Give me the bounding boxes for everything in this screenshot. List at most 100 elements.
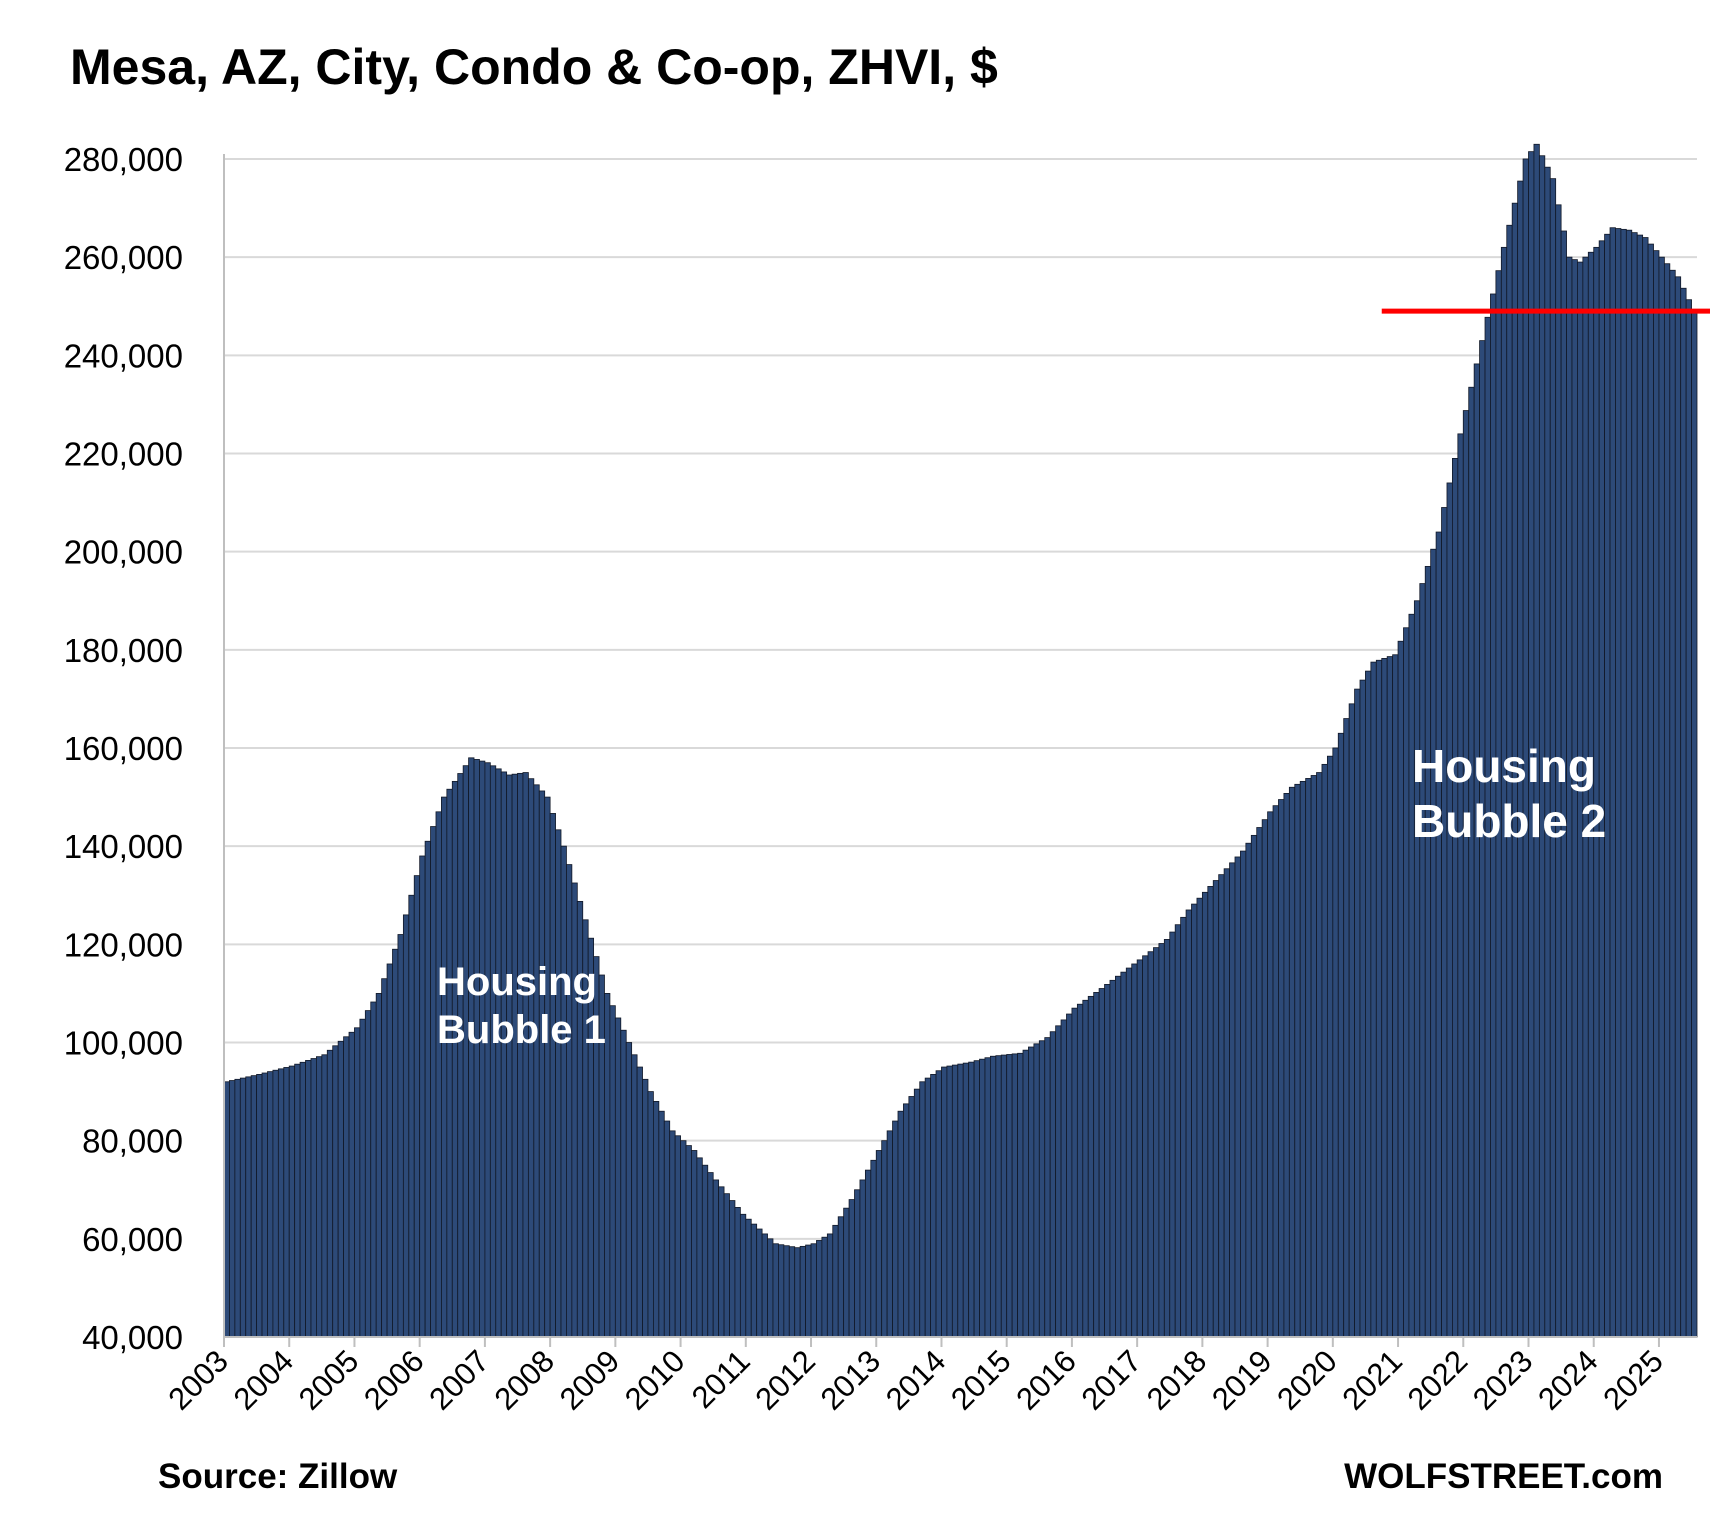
bar [538, 790, 546, 1338]
bar [642, 1078, 649, 1338]
bar [908, 1096, 915, 1338]
bar [1272, 805, 1279, 1338]
bar [517, 772, 524, 1338]
bar [364, 1010, 372, 1338]
bar [1424, 565, 1432, 1338]
x-tick-label: 2004 [227, 1343, 301, 1417]
y-tick-label: 160,000 [64, 730, 183, 767]
bar [816, 1240, 823, 1338]
bar [848, 1199, 855, 1338]
x-tick-label: 2016 [1009, 1343, 1083, 1417]
bar [1229, 862, 1236, 1338]
bar [544, 796, 551, 1338]
bar [555, 829, 562, 1338]
bar [1017, 1052, 1024, 1338]
bar [402, 914, 410, 1338]
bar [1201, 891, 1209, 1338]
bar [294, 1063, 301, 1338]
bar [511, 773, 518, 1338]
bar [957, 1063, 964, 1338]
bar [408, 894, 415, 1338]
bar [674, 1135, 681, 1338]
x-tick-label: 2011 [685, 1343, 757, 1415]
bar [696, 1157, 703, 1338]
bar [1283, 793, 1290, 1338]
bar [1658, 256, 1665, 1338]
bar [1446, 482, 1453, 1338]
y-tick-label: 240,000 [64, 337, 183, 374]
bar [370, 1001, 377, 1338]
bar [750, 1223, 758, 1338]
y-tick-label: 100,000 [64, 1025, 183, 1062]
bar [810, 1243, 817, 1338]
x-tick-label: 2019 [1205, 1343, 1279, 1417]
bar [549, 813, 556, 1338]
bar [799, 1245, 806, 1338]
bar [1381, 658, 1388, 1338]
bar [1044, 1037, 1051, 1338]
bar [826, 1233, 834, 1338]
bar [250, 1075, 258, 1338]
bar [1060, 1019, 1067, 1338]
bar [1098, 988, 1105, 1338]
bars [223, 143, 1698, 1338]
bar [761, 1233, 768, 1338]
bar [1408, 613, 1415, 1338]
bar [1636, 234, 1644, 1338]
bar [739, 1213, 747, 1338]
bar [419, 855, 426, 1338]
bar [1180, 916, 1187, 1338]
x-tick-label: 2008 [488, 1343, 562, 1417]
bar [1120, 971, 1127, 1338]
bar [946, 1065, 953, 1338]
bar [783, 1245, 790, 1338]
bar [772, 1243, 779, 1338]
bar [424, 840, 431, 1338]
annotation-bubble-1-line1: Housing [437, 960, 597, 1004]
bar [375, 993, 383, 1338]
bar [1158, 943, 1165, 1338]
bar [1294, 783, 1301, 1338]
bar [527, 778, 535, 1338]
bar [397, 934, 404, 1338]
bar [859, 1179, 866, 1338]
bar [1288, 786, 1296, 1338]
bar [1430, 548, 1437, 1338]
bar [1653, 250, 1660, 1338]
bar [832, 1224, 839, 1338]
bar [723, 1193, 730, 1338]
bar [1457, 433, 1464, 1338]
x-tick-label: 2006 [357, 1343, 431, 1417]
y-tick-label: 260,000 [64, 239, 183, 276]
x-tick-label: 2013 [814, 1343, 888, 1417]
bar [968, 1061, 975, 1338]
bar [941, 1066, 948, 1338]
bar [229, 1080, 236, 1338]
bar [1011, 1053, 1018, 1338]
bar [1207, 886, 1214, 1338]
bar [707, 1172, 714, 1338]
bar [1674, 276, 1682, 1338]
bar [951, 1064, 959, 1338]
bar [441, 796, 448, 1338]
bar [1392, 654, 1399, 1338]
bar [343, 1036, 350, 1338]
bar [1131, 963, 1138, 1338]
bar [386, 963, 393, 1338]
bar [1413, 600, 1421, 1338]
bar [756, 1228, 763, 1338]
bar [392, 948, 399, 1338]
bar [245, 1076, 252, 1338]
bar [1174, 924, 1182, 1338]
bar [875, 1150, 883, 1338]
bar [261, 1072, 268, 1338]
bar [1452, 458, 1459, 1338]
bar [1609, 227, 1616, 1338]
bar [625, 1042, 633, 1338]
bar [1076, 1003, 1084, 1338]
bar [1680, 287, 1687, 1338]
bar [1212, 880, 1220, 1338]
x-tick-label: 2015 [944, 1343, 1018, 1417]
bar [1278, 799, 1285, 1338]
